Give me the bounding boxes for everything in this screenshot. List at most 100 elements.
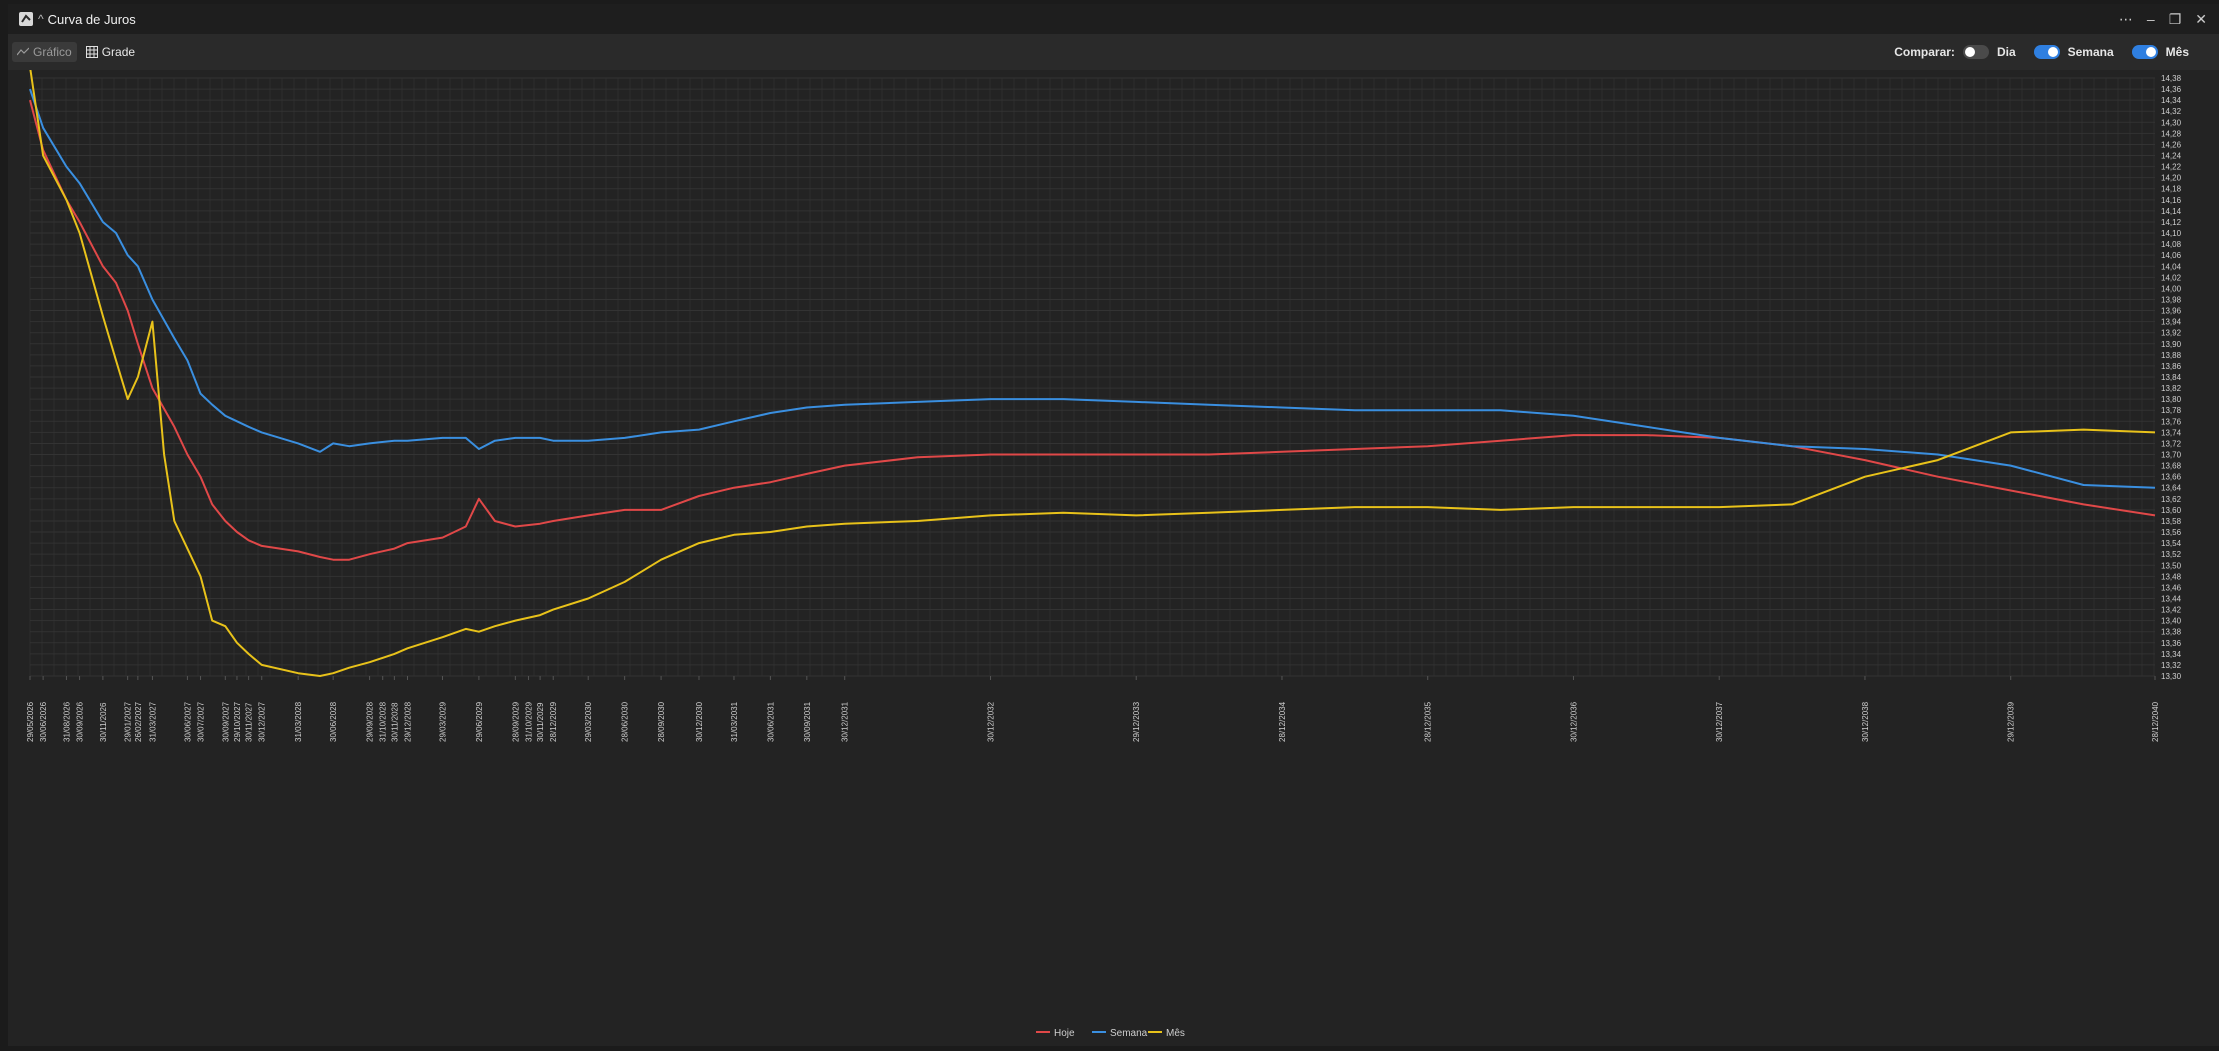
y-tick-label: 14,34: [2161, 96, 2182, 105]
y-tick-label: 13,78: [2161, 406, 2182, 415]
legend-label: Semana: [1110, 1028, 1148, 1039]
chart-background: [8, 70, 2219, 1046]
y-tick-label: 13,60: [2161, 506, 2182, 515]
app-window: ^ Curva de Juros ⋯ – ❐ ✕ Gráfico Grade C…: [8, 4, 2219, 1046]
y-tick-label: 13,76: [2161, 417, 2182, 426]
chart-view-label: Gráfico: [33, 45, 72, 59]
y-tick-label: 13,70: [2161, 451, 2182, 460]
app-logo-icon: [16, 9, 36, 29]
y-tick-label: 13,54: [2161, 539, 2182, 548]
y-tick-label: 13,90: [2161, 340, 2182, 349]
y-tick-label: 13,96: [2161, 307, 2182, 316]
x-tick-label: 30/09/2026: [76, 701, 85, 742]
y-tick-label: 13,68: [2161, 462, 2182, 471]
x-tick-label: 30/11/2029: [536, 702, 545, 742]
x-tick-label: 30/12/2038: [1861, 701, 1870, 742]
y-tick-label: 14,06: [2161, 251, 2182, 260]
y-tick-label: 13,30: [2161, 672, 2182, 681]
x-tick-label: 29/06/2029: [475, 701, 484, 742]
x-tick-label: 28/09/2030: [657, 701, 666, 742]
y-tick-label: 13,40: [2161, 617, 2182, 626]
chevron-up-icon[interactable]: ^: [38, 12, 44, 26]
chart-line-icon: [17, 47, 29, 56]
y-tick-label: 14,16: [2161, 196, 2182, 205]
x-tick-label: 30/06/2028: [329, 701, 338, 742]
y-tick-label: 13,66: [2161, 473, 2182, 482]
y-tick-label: 13,46: [2161, 583, 2182, 592]
y-tick-label: 13,98: [2161, 295, 2182, 304]
x-tick-label: 30/12/2030: [695, 701, 704, 742]
y-tick-label: 13,74: [2161, 428, 2182, 437]
restore-icon[interactable]: ❐: [2168, 10, 2182, 27]
y-tick-label: 13,52: [2161, 550, 2182, 559]
series-line-3: [29, 66, 2156, 677]
toggle-dia[interactable]: [1962, 45, 1989, 59]
more-options-icon[interactable]: ⋯: [2118, 10, 2133, 27]
x-tick-label: 29/03/2029: [438, 701, 447, 742]
toggle-dia-label: Dia: [1996, 45, 2016, 59]
x-tick-label: 30/11/2028: [390, 702, 399, 742]
x-tick-label: 29/09/2028: [366, 701, 375, 742]
series-line-1: [29, 99, 2156, 561]
toggle-semana[interactable]: [2033, 45, 2060, 59]
grid-view-button[interactable]: Grade: [81, 42, 140, 62]
x-tick-label: 29/10/2027: [233, 701, 242, 742]
close-icon[interactable]: ✕: [2195, 10, 2207, 27]
y-tick-label: 14,22: [2161, 163, 2182, 172]
chart-svg: 13,30 13,32 13,34 13,36 13,38 13,40 13,42 13,44…: [8, 66, 2219, 1046]
y-tick-label: 14,26: [2161, 140, 2182, 149]
table-grid-icon: [85, 46, 98, 58]
y-tick-label: 13,82: [2161, 384, 2182, 393]
x-tick-label: 31/10/2029: [524, 701, 533, 742]
x-tick-label: 29/03/2030: [584, 701, 593, 742]
chart-view-button[interactable]: Gráfico: [12, 42, 77, 62]
x-tick-label: 28/12/2029: [549, 701, 558, 742]
y-tick-label: 14,30: [2161, 118, 2182, 127]
y-tick-label: 13,94: [2161, 318, 2182, 327]
x-tick-label: 30/06/2031: [766, 701, 775, 742]
x-tick-label: 30/09/2031: [803, 701, 812, 742]
legend-label: Mês: [1166, 1028, 1185, 1039]
x-tick-label: 29/01/2027: [124, 701, 133, 742]
series-line-2: [29, 88, 2156, 489]
y-tick-label: 13,80: [2161, 395, 2182, 404]
y-tick-label: 13,62: [2161, 495, 2182, 504]
x-tick-label: 29/12/2028: [403, 701, 412, 742]
y-tick-label: 13,44: [2161, 594, 2182, 603]
y-tick-label: 14,38: [2161, 74, 2182, 83]
y-tick-label: 13,72: [2161, 439, 2182, 448]
y-tick-label: 14,12: [2161, 218, 2182, 227]
toggle-mes[interactable]: [2131, 45, 2158, 59]
x-tick-label: 31/08/2026: [62, 701, 71, 742]
y-tick-label: 14,04: [2161, 262, 2182, 271]
y-tick-label: 13,50: [2161, 561, 2182, 570]
toolbar: Gráfico Grade Comparar: Dia Semana Mês: [8, 34, 2219, 70]
x-tick-label: 30/12/2037: [1715, 701, 1724, 742]
toggle-mes-label: Mês: [2165, 45, 2189, 59]
x-tick-label: 30/11/2027: [245, 702, 254, 742]
x-tick-label: 30/09/2027: [221, 701, 230, 742]
x-tick-label: 30/06/2027: [183, 701, 192, 742]
y-tick-label: 13,86: [2161, 362, 2182, 371]
y-tick-label: 13,42: [2161, 606, 2182, 615]
y-tick-label: 13,56: [2161, 528, 2182, 537]
title-bar: ^ Curva de Juros ⋯ – ❐ ✕: [8, 4, 2219, 34]
y-tick-label: 13,58: [2161, 517, 2182, 526]
x-tick-label: 31/03/2027: [148, 701, 157, 742]
y-tick-label: 13,36: [2161, 639, 2182, 648]
x-tick-label: 29/05/2026: [26, 701, 35, 742]
y-tick-label: 14,36: [2161, 85, 2182, 94]
y-tick-label: 14,00: [2161, 284, 2182, 293]
x-tick-label: 28/12/2034: [1278, 701, 1287, 742]
x-tick-label: 30/12/2032: [986, 701, 995, 742]
x-tick-label: 30/06/2026: [39, 701, 48, 742]
y-tick-label: 13,38: [2161, 628, 2182, 637]
y-tick-label: 13,34: [2161, 650, 2182, 659]
toggle-semana-label: Semana: [2067, 45, 2114, 59]
x-tick-label: 29/12/2033: [1132, 701, 1141, 742]
x-tick-label: 30/11/2026: [99, 702, 108, 742]
x-tick-label: 31/03/2028: [294, 701, 303, 742]
yield-curve-chart: 13,30 13,32 13,34 13,36 13,38 13,40 13,42 13,44…: [8, 66, 2219, 1046]
minimize-icon[interactable]: –: [2146, 11, 2155, 27]
window-controls: ⋯ – ❐ ✕: [2119, 4, 2207, 34]
